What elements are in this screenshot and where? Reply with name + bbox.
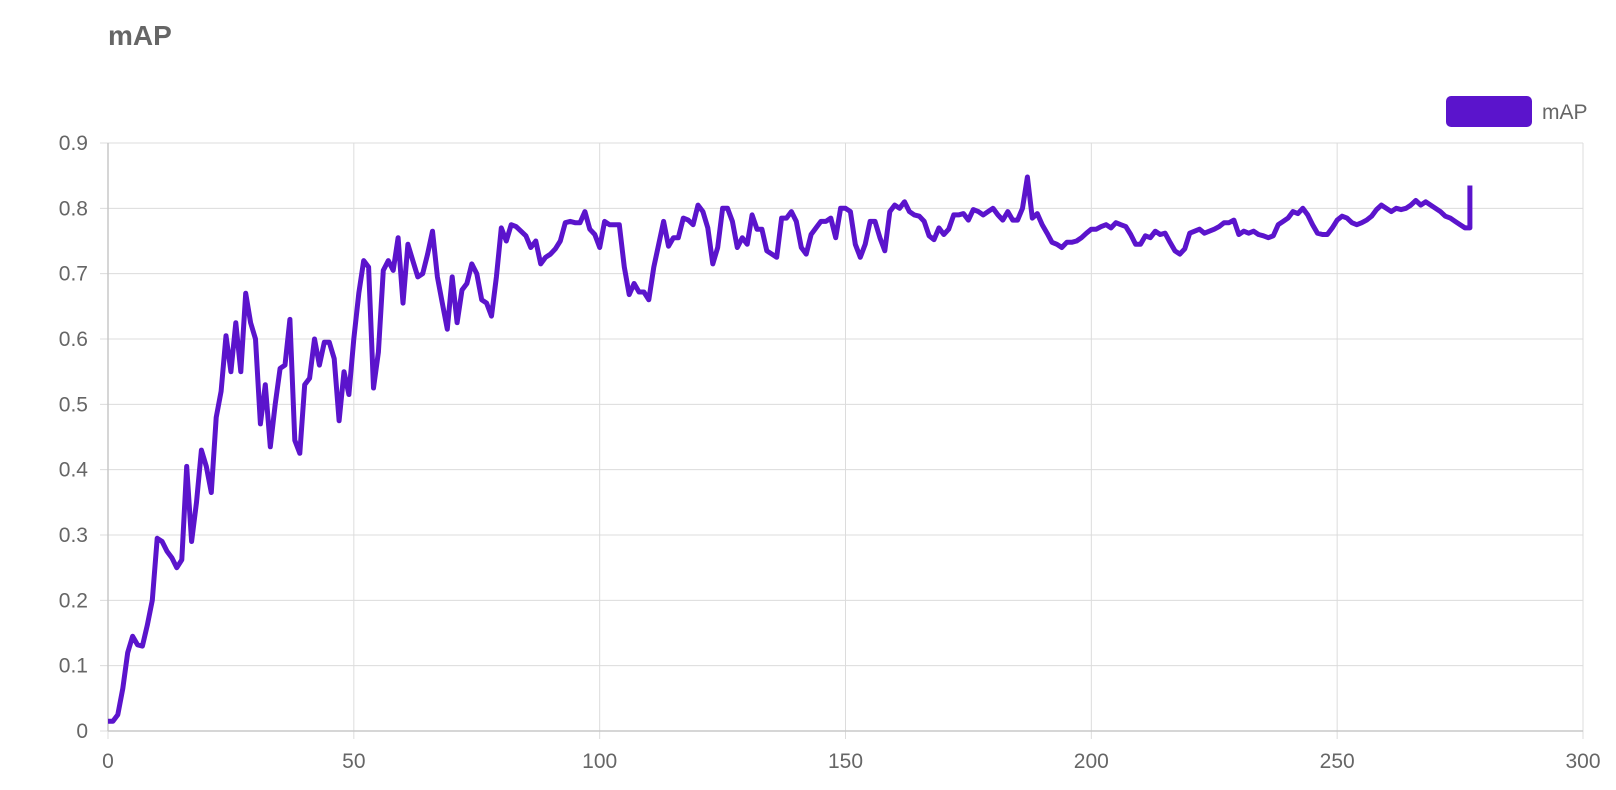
x-tick-label: 300 [1565,750,1600,773]
y-tick-label: 0.1 [59,655,88,678]
x-tick-label: 50 [342,750,365,773]
legend-swatch[interactable] [1446,96,1532,127]
y-tick-label: 0.5 [59,393,88,416]
series-line-map [108,174,1473,724]
x-tick-label: 250 [1320,750,1355,773]
grid [100,142,1584,739]
series-layer [108,174,1473,724]
legend-label[interactable]: mAP [1542,101,1588,124]
x-tick-label: 200 [1074,750,1109,773]
y-tick-label: 0.7 [59,263,88,286]
legend[interactable]: mAP [1446,96,1588,127]
x-tick-label: 150 [828,750,863,773]
x-tick-label: 0 [102,750,114,773]
chart-title: mAP [108,20,172,51]
y-tick-label: 0.2 [59,589,88,612]
axes: 0 0.1 0.2 0.3 0.4 0.5 0.6 0.7 0.8 0.9 0 50 100 150 200… [59,132,1601,773]
y-tick-label: 0.6 [59,328,88,351]
y-tick-label: 0.3 [59,524,88,547]
y-tick-label: 0.9 [59,132,88,155]
x-tick-label: 100 [582,750,617,773]
y-tick-label: 0.8 [59,197,88,220]
y-tick-label: 0 [76,720,88,743]
y-tick-label: 0.4 [59,459,89,482]
